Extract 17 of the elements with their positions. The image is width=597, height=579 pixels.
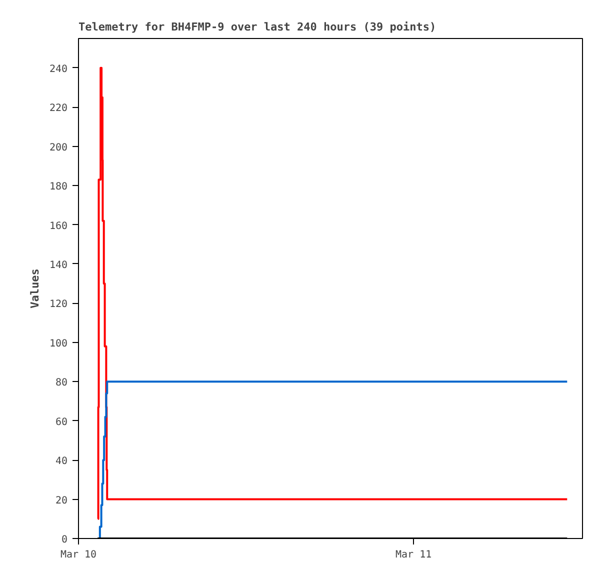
y-tick-label: 40 xyxy=(55,456,68,468)
y-tick-label: 20 xyxy=(55,495,68,506)
x-tick-label: Mar 10 xyxy=(60,550,97,560)
y-tick-label: 60 xyxy=(55,416,68,428)
y-tick-label: 140 xyxy=(49,260,68,271)
chart-title: Telemetry for BH4FMP-9 over last 240 hours (39 points) xyxy=(78,20,436,34)
y-tick-label: 240 xyxy=(49,64,68,75)
y-tick-label: 220 xyxy=(49,103,68,114)
y-axis-title: Values xyxy=(28,268,42,308)
y-tick-label: 180 xyxy=(49,182,68,193)
y-tick-label: 200 xyxy=(49,142,68,154)
y-tick-label: 120 xyxy=(49,299,68,310)
x-tick-label: Mar 11 xyxy=(396,550,432,560)
y-tick-label: 80 xyxy=(55,378,68,389)
y-tick-label: 100 xyxy=(49,338,68,350)
y-tick-label: 160 xyxy=(49,220,68,232)
y-tick-label: 0 xyxy=(61,534,68,546)
